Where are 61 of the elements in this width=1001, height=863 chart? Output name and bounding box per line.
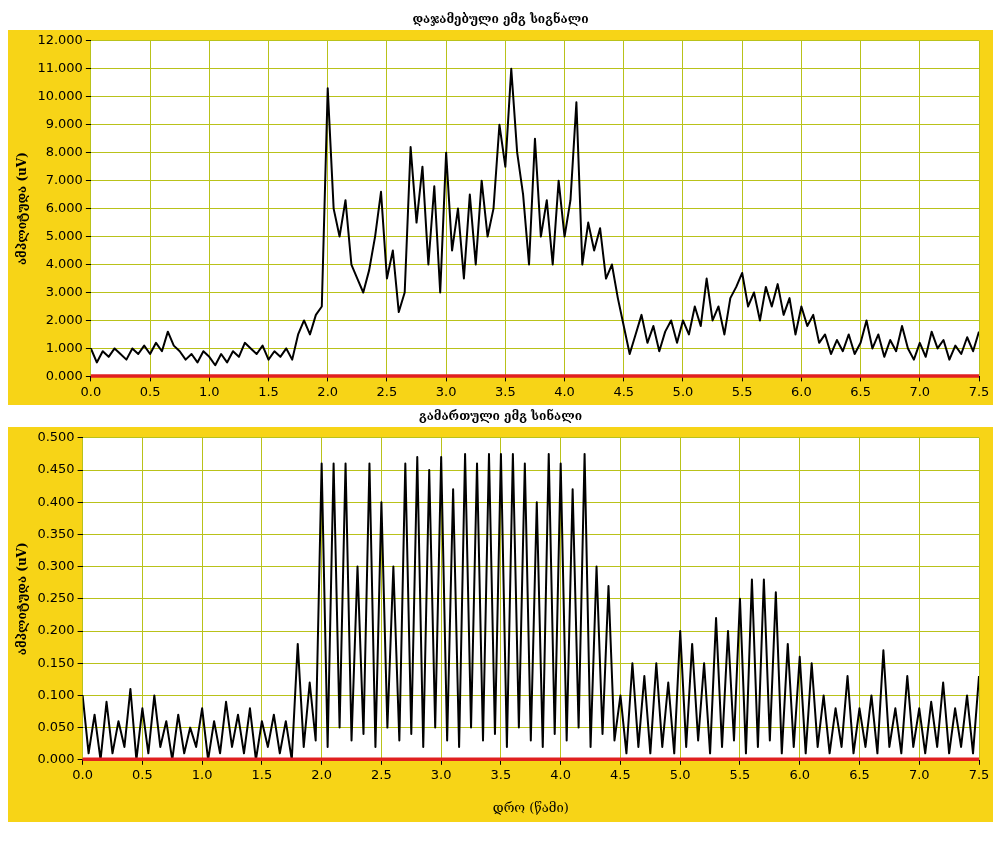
x-tick-label: 0.0 — [72, 766, 93, 782]
x-tick-label: 0.0 — [80, 383, 102, 399]
x-tick-label: 5.0 — [669, 766, 691, 782]
x-tick-label: 7.5 — [968, 766, 990, 782]
x-tick-label: 4.0 — [554, 383, 575, 399]
x-tick-label: 3.5 — [495, 383, 516, 399]
x-tick-label: 2.0 — [317, 383, 339, 399]
y-tick-label: 0.000 — [37, 751, 75, 767]
x-tick-label: 7.5 — [968, 383, 990, 399]
y-tick-label: 3.000 — [45, 283, 83, 299]
y-tick-label: 0.200 — [37, 622, 75, 638]
x-tick-label: 3.0 — [435, 383, 457, 399]
y-tick-label: 6.000 — [45, 199, 83, 215]
x-tick-label: 0.5 — [139, 383, 161, 399]
x-tick-label: 1.5 — [258, 383, 279, 399]
x-tick-label: 4.0 — [550, 766, 572, 782]
x-tick-label: 2.5 — [376, 383, 398, 399]
y-tick-label: 9.000 — [45, 116, 83, 132]
y-tick-label: 11.000 — [37, 60, 83, 76]
x-tick-label: 6.5 — [850, 383, 871, 399]
x-tick-label: 4.5 — [610, 766, 631, 782]
y-tick-label: 1.000 — [45, 339, 83, 355]
x-tick-label: 7.0 — [909, 383, 931, 399]
y-tick-label: 0.100 — [37, 686, 75, 702]
y-tick-label: 0.350 — [37, 525, 75, 541]
y-tick-label: 0.150 — [37, 654, 75, 670]
x-tick-label: 1.0 — [191, 766, 213, 782]
x-tick-label: 5.5 — [729, 766, 751, 782]
chart-title: დაჯამებული ემგ სიგნალი — [411, 11, 590, 28]
x-tick-label: 2.5 — [371, 766, 392, 782]
x-tick-label: 1.5 — [251, 766, 273, 782]
y-tick-label: 7.000 — [45, 172, 83, 188]
x-tick-label: 3.5 — [490, 766, 512, 782]
x-tick-label: 6.5 — [849, 766, 870, 782]
x-tick-label: 5.0 — [672, 383, 694, 399]
y-tick-label: 12.000 — [37, 32, 83, 48]
x-tick-label: 4.5 — [613, 383, 635, 399]
chart-title: გამართული ემგ სინალი — [417, 408, 584, 425]
x-tick-label: 3.0 — [430, 766, 452, 782]
y-tick-label: 0.250 — [37, 590, 75, 606]
x-tick-label: 6.0 — [789, 766, 811, 782]
x-tick-label: 0.5 — [132, 766, 153, 782]
y-tick-label: 4.000 — [45, 255, 83, 271]
y-tick-label: 0.450 — [37, 461, 75, 477]
y-tick-label: 10.000 — [37, 88, 83, 104]
x-tick-label: 5.5 — [731, 383, 753, 399]
x-tick-label: 1.0 — [198, 383, 220, 399]
x-tick-label: 7.0 — [908, 766, 930, 782]
y-axis-title: ამპლიტუდა (uV) — [15, 152, 30, 266]
y-tick-label: 0.400 — [37, 493, 75, 509]
x-tick-label: 6.0 — [791, 383, 812, 399]
y-tick-label: 0.000 — [45, 367, 83, 383]
y-tick-label: 0.500 — [37, 429, 75, 445]
y-tick-label: 8.000 — [45, 144, 83, 160]
y-tick-label: 2.000 — [45, 311, 83, 327]
y-axis-title: ამპლიტუდა (uV) — [15, 542, 30, 656]
y-tick-label: 0.050 — [37, 718, 75, 734]
x-axis-title: დრო (წამი) — [492, 799, 569, 815]
y-tick-label: 5.000 — [45, 227, 83, 243]
x-tick-label: 2.0 — [311, 766, 332, 782]
y-tick-label: 0.300 — [37, 557, 75, 573]
